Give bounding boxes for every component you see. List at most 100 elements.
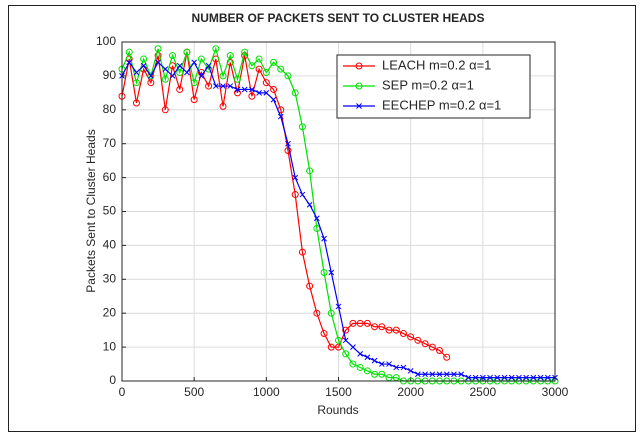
marker [501, 374, 508, 381]
marker [176, 85, 184, 93]
marker [298, 248, 306, 256]
marker [291, 191, 299, 199]
marker [429, 371, 436, 378]
marker [212, 83, 219, 89]
y-tick-label: 50 [103, 204, 117, 218]
marker [162, 66, 169, 72]
marker [479, 374, 486, 381]
marker [342, 350, 350, 358]
marker [349, 319, 357, 327]
chart-title: NUMBER OF PACKETS SENT TO CLUSTER HEADS [192, 11, 485, 25]
y-tick-label: 30 [103, 271, 117, 285]
marker [415, 371, 421, 378]
marker [400, 364, 407, 371]
marker [270, 58, 278, 66]
marker [327, 343, 335, 351]
marker [544, 374, 551, 381]
marker [155, 59, 161, 66]
marker [190, 96, 198, 104]
marker [241, 86, 248, 93]
marker [298, 123, 306, 131]
marker [378, 323, 386, 331]
x-tick-label: 3000 [542, 385, 569, 399]
y-tick-label: 60 [103, 170, 117, 184]
marker [292, 174, 299, 181]
marker [386, 361, 392, 367]
marker [263, 89, 270, 96]
marker [508, 374, 515, 381]
marker [277, 65, 285, 73]
marker [530, 374, 537, 381]
marker [407, 367, 414, 374]
marker [220, 83, 226, 89]
x-tick-label: 1000 [253, 385, 280, 399]
marker [227, 83, 234, 89]
marker [465, 374, 472, 381]
marker [364, 354, 371, 361]
marker [205, 62, 212, 69]
marker [313, 215, 320, 222]
x-tick-label: 2500 [469, 385, 496, 399]
marker [357, 351, 364, 357]
x-tick-label: 500 [184, 385, 204, 399]
marker [349, 360, 357, 368]
marker [169, 73, 176, 79]
marker [148, 73, 154, 79]
marker [133, 69, 140, 76]
marker [132, 99, 140, 107]
marker [363, 367, 371, 375]
marker [335, 303, 342, 310]
marker [284, 72, 292, 80]
y-axis-label: Packets Sent to Cluster Heads [84, 129, 98, 292]
marker [436, 346, 444, 354]
marker [161, 75, 169, 83]
marker [277, 113, 284, 120]
marker [147, 79, 155, 87]
legend-label: SEP m=0.2 α=1 [382, 77, 474, 92]
marker [291, 89, 299, 97]
x-axis-label: Rounds [317, 403, 358, 417]
marker [219, 72, 227, 80]
marker [169, 52, 177, 60]
marker [327, 309, 335, 317]
marker [154, 52, 162, 60]
marker [233, 75, 241, 83]
marker [299, 191, 306, 198]
marker [371, 370, 379, 378]
marker [458, 371, 465, 378]
marker [184, 69, 190, 76]
marker [350, 344, 356, 350]
marker [306, 201, 313, 208]
marker [198, 73, 205, 79]
marker [371, 323, 379, 331]
marker [255, 55, 263, 63]
marker [234, 86, 241, 93]
y-tick-label: 10 [103, 339, 117, 353]
marker [356, 103, 362, 109]
marker [197, 55, 205, 63]
marker [306, 282, 314, 290]
marker [378, 370, 386, 378]
marker [262, 69, 270, 77]
marker [516, 374, 522, 381]
marker [249, 86, 255, 93]
marker [385, 326, 393, 334]
marker [190, 79, 198, 87]
y-tick-label: 90 [103, 68, 117, 82]
marker [176, 69, 184, 77]
marker [205, 82, 213, 90]
marker [451, 371, 457, 378]
marker [421, 340, 429, 348]
y-tick-label: 0 [109, 373, 116, 387]
marker [487, 374, 493, 381]
marker [494, 374, 501, 381]
marker [392, 326, 400, 334]
marker [140, 62, 147, 69]
marker [176, 62, 183, 69]
marker [378, 361, 385, 367]
marker [335, 336, 342, 344]
marker [422, 371, 428, 378]
marker [126, 59, 133, 66]
marker [363, 319, 371, 327]
